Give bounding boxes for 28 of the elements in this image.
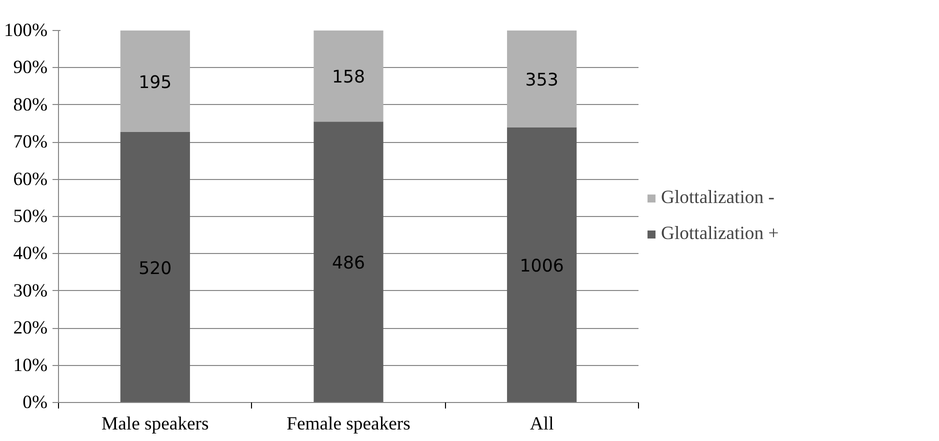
y-tick-label: 0% [22,392,48,413]
y-tick-label: 60% [13,168,48,190]
y-tick-label: 70% [13,132,48,153]
annotation: 486 [332,254,366,274]
x-tick-label: Female speakers [286,414,410,434]
annotation: 158 [332,68,366,88]
y-tick-label: 80% [13,94,48,116]
legend-label: Glottalization - [661,187,774,209]
y-tick-label: 40% [13,243,48,264]
y-tick-label: 50% [13,206,48,227]
x-tick-label: Male speakers [102,414,209,434]
annotation: 1006 [520,256,564,276]
bar [120,132,190,402]
bar [507,30,577,128]
annotation: 520 [138,258,172,279]
y-tick-label: 20% [13,318,48,339]
bar [314,30,384,122]
y-tick-label: 90% [13,57,48,78]
bar [314,122,384,402]
legend-label: Glottalization + [661,223,779,245]
annotation: 195 [138,72,172,93]
y-tick-label: 100% [4,20,48,41]
y-tick-label: 10% [13,354,48,376]
bar [507,127,577,402]
x-tick-label: All [530,414,554,434]
bar [120,30,190,132]
y-tick-label: 30% [13,280,48,302]
annotation: 353 [525,70,558,90]
